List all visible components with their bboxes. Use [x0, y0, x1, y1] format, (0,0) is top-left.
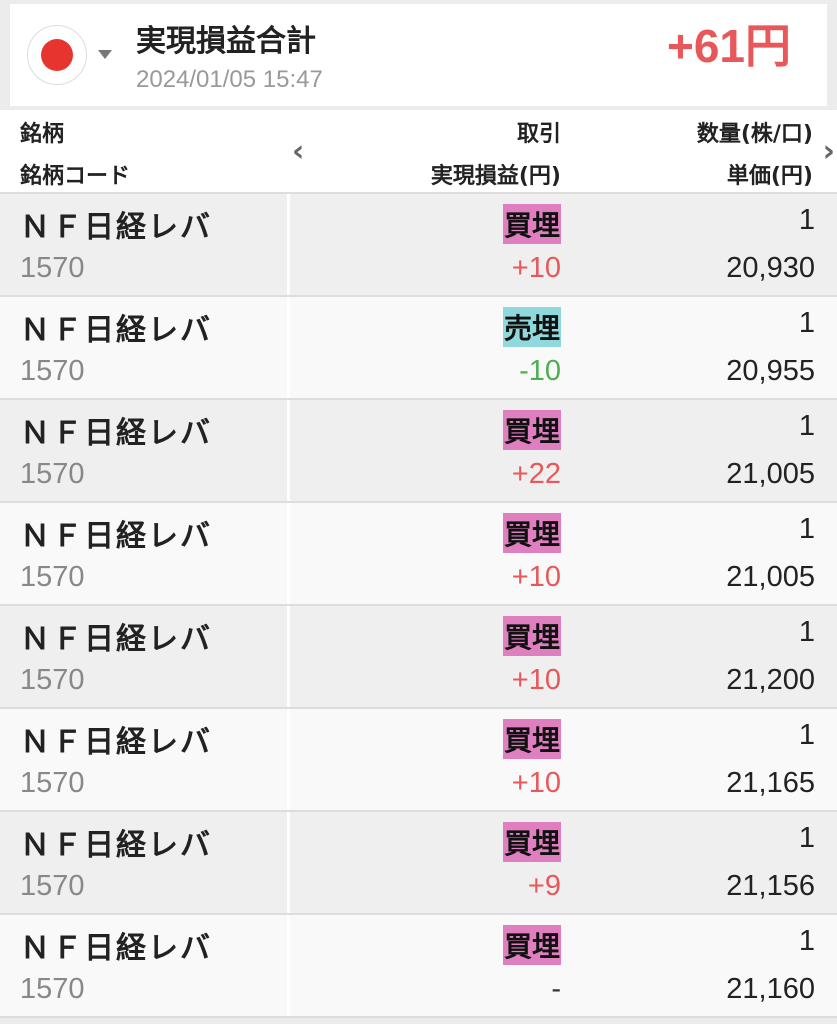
japan-flag-icon[interactable] [27, 25, 87, 85]
quantity: 1 [798, 925, 815, 957]
stock-name: ＮＦ日経レバ [20, 210, 212, 245]
summary-total: +61円 [666, 20, 791, 72]
unit-price: 21,156 [726, 870, 815, 902]
unit-price: 20,955 [726, 355, 815, 387]
stock-code: 1570 [20, 561, 85, 593]
unit-price: 21,200 [726, 664, 815, 696]
unit-price: 21,165 [726, 767, 815, 799]
stock-code: 1570 [20, 973, 85, 1005]
trade-type-badge: 買埋 [502, 822, 561, 862]
name-cell: ＮＦ日経レバ 1570 [0, 915, 290, 1016]
realized-pl: +9 [527, 870, 561, 902]
trade-type-badge: 売埋 [502, 307, 561, 347]
dropdown-caret-icon[interactable] [98, 50, 112, 59]
header-realized-pl: 実現損益(円) [430, 164, 561, 189]
trade-type-badge: 買埋 [502, 719, 561, 759]
table-row[interactable]: ＮＦ日経レバ 1570 買埋 +22 1 21,005 [0, 400, 837, 503]
trade-type-badge: 買埋 [502, 513, 561, 553]
header-code: 銘柄コード [20, 164, 131, 189]
unit-price: 21,005 [726, 458, 815, 490]
header-unit-price: 単価(円) [726, 164, 813, 189]
stock-code: 1570 [20, 355, 85, 387]
summary-title: 実現損益合計 [136, 24, 316, 59]
trade-type-badge: 買埋 [502, 616, 561, 656]
summary-datetime: 2024/01/05 15:47 [136, 66, 323, 93]
realized-pl: - [551, 973, 561, 1005]
trade-type-badge: 買埋 [502, 204, 561, 244]
stock-code: 1570 [20, 252, 85, 284]
quantity: 1 [798, 204, 815, 236]
realized-pl: +10 [511, 561, 561, 593]
stock-code: 1570 [20, 870, 85, 902]
quantity: 1 [798, 616, 815, 648]
header-quantity: 数量(株/口) [696, 122, 813, 147]
quantity: 1 [798, 513, 815, 545]
table-row[interactable]: ＮＦ日経レバ 1570 買埋 +10 1 21,165 [0, 709, 837, 812]
unit-price: 21,005 [726, 561, 815, 593]
table-row[interactable]: ＮＦ日経レバ 1570 買埋 +9 1 21,156 [0, 812, 837, 915]
unit-price: 21,160 [726, 973, 815, 1005]
realized-pl: +10 [511, 767, 561, 799]
table-row[interactable]: ＮＦ日経レバ 1570 買埋 - 1 21,160 [0, 915, 837, 1018]
table-row[interactable]: ＮＦ日経レバ 1570 買埋 +10 1 21,005 [0, 503, 837, 606]
realized-pl-summary: 実現損益合計 2024/01/05 15:47 +61円 [10, 4, 827, 106]
stock-name: ＮＦ日経レバ [20, 519, 212, 554]
stock-name: ＮＦ日経レバ [20, 931, 212, 966]
table-header: 銘柄 銘柄コード ‹ 取引 実現損益(円) 数量(株/口) 単価(円) › [0, 110, 837, 194]
stock-name: ＮＦ日経レバ [20, 828, 212, 863]
next-columns-button[interactable]: › [822, 134, 835, 169]
stock-name: ＮＦ日経レバ [20, 416, 212, 451]
table-row[interactable]: ＮＦ日経レバ 1570 買埋 +10 1 21,200 [0, 606, 837, 709]
quantity: 1 [798, 719, 815, 751]
quantity: 1 [798, 307, 815, 339]
table-row[interactable]: ＮＦ日経レバ 1570 買埋 +10 1 20,930 [0, 194, 837, 297]
name-cell: ＮＦ日経レバ 1570 [0, 503, 290, 604]
trade-type-badge: 買埋 [502, 925, 561, 965]
unit-price: 20,930 [726, 252, 815, 284]
stock-name: ＮＦ日経レバ [20, 622, 212, 657]
stock-code: 1570 [20, 458, 85, 490]
table-row[interactable]: ＮＦ日経レバ 1570 売埋 -10 1 20,955 [0, 297, 837, 400]
trade-type-badge: 買埋 [502, 410, 561, 450]
stock-code: 1570 [20, 767, 85, 799]
prev-columns-button[interactable]: ‹ [292, 134, 305, 169]
header-trade: 取引 [516, 122, 561, 147]
name-cell: ＮＦ日経レバ 1570 [0, 812, 290, 913]
realized-pl: -10 [519, 355, 561, 387]
quantity: 1 [798, 822, 815, 854]
realized-pl: +10 [511, 664, 561, 696]
name-cell: ＮＦ日経レバ 1570 [0, 297, 290, 398]
realized-pl: +22 [511, 458, 561, 490]
stock-name: ＮＦ日経レバ [20, 725, 212, 760]
header-name: 銘柄 [20, 122, 65, 147]
quantity: 1 [798, 410, 815, 442]
name-cell: ＮＦ日経レバ 1570 [0, 400, 290, 501]
stock-code: 1570 [20, 664, 85, 696]
stock-name: ＮＦ日経レバ [20, 313, 212, 348]
name-cell: ＮＦ日経レバ 1570 [0, 606, 290, 707]
name-cell: ＮＦ日経レバ 1570 [0, 709, 290, 810]
realized-pl: +10 [511, 252, 561, 284]
name-cell: ＮＦ日経レバ 1570 [0, 194, 290, 295]
